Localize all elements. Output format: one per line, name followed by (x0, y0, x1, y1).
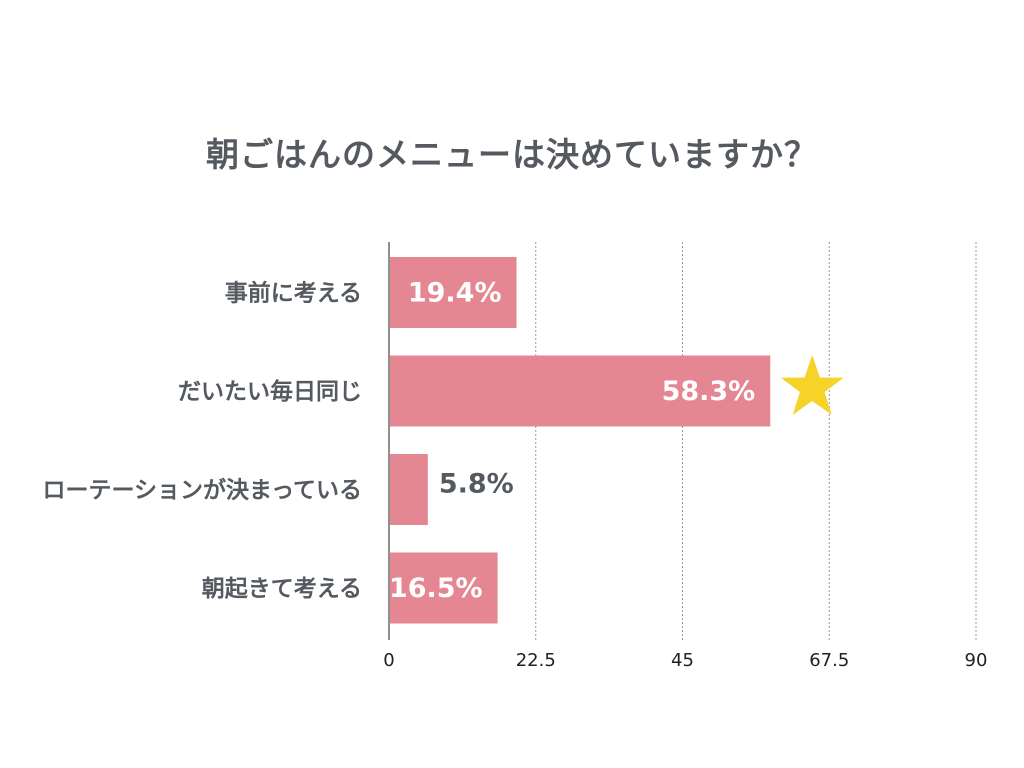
x-tick-label: 67.5 (809, 650, 849, 671)
chart-title: 朝ごはんのメニューは決めていますか？ (206, 135, 818, 174)
category-label: 事前に考える (225, 280, 362, 307)
bar (390, 355, 771, 427)
data-labels: 19.4% 58.3% 5.8% 16.5% (389, 278, 755, 605)
data-label: 19.4% (408, 278, 502, 309)
category-label: 朝起きて考える (202, 576, 362, 602)
data-label: 58.3% (662, 376, 756, 407)
category-label: ローテーションが決まっている (43, 477, 362, 504)
bar (390, 552, 498, 624)
grid-lines (535, 242, 977, 640)
bar (390, 257, 517, 328)
highlight-marker (780, 355, 844, 415)
category-label: だいたい毎日同じ (178, 379, 362, 405)
x-tick-label: 22.5 (516, 650, 556, 671)
data-label: 5.8% (439, 469, 514, 500)
star-icon (780, 355, 844, 415)
x-tick-label: 0 (383, 650, 394, 671)
x-tick-label: 90 (965, 650, 988, 671)
bars (390, 257, 771, 624)
data-label: 16.5% (389, 573, 483, 604)
bar (390, 454, 428, 525)
x-axis-ticks: 0 22.5 45 67.5 90 (383, 650, 987, 671)
x-tick-label: 45 (671, 650, 694, 671)
